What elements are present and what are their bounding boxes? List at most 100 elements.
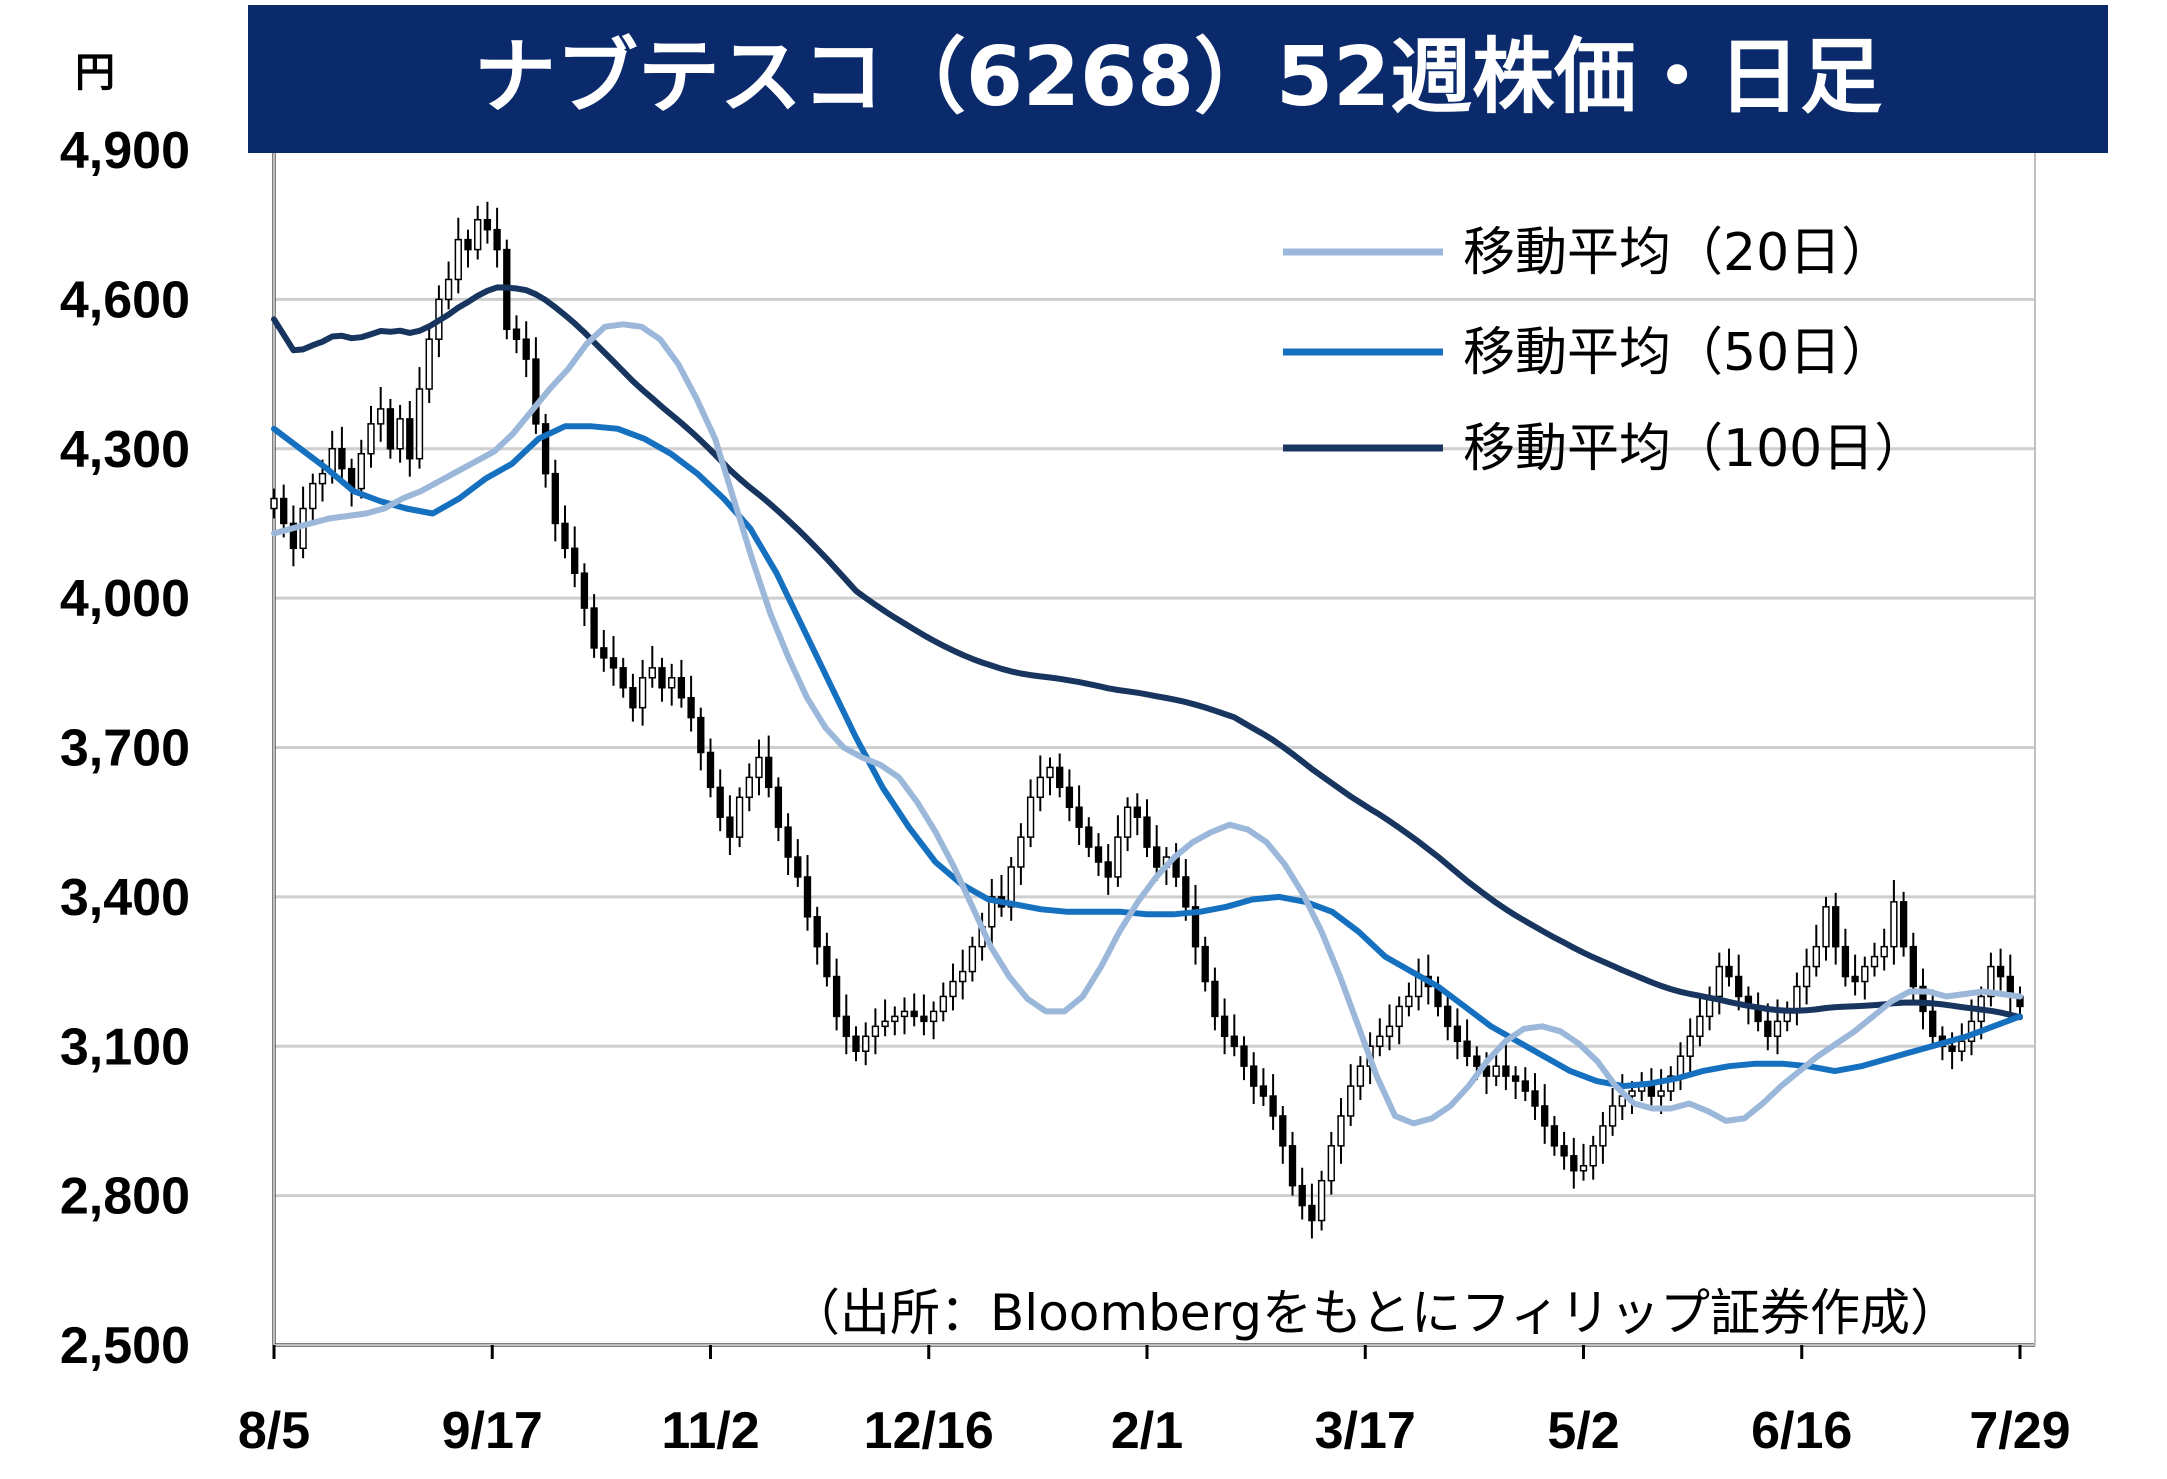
candle-body (1832, 906, 1840, 948)
candle-body (697, 716, 705, 754)
candle-body (1667, 1075, 1675, 1092)
candle-body (1851, 975, 1859, 983)
y-tick-labels: 2,500 2,800 3,100 3,400 3,700 4,000 4,300 4,600… (60, 122, 190, 1375)
candle-body (1841, 945, 1850, 978)
candle-body (1075, 806, 1083, 828)
candle-body (377, 408, 385, 425)
candle-body (1802, 965, 1811, 988)
candle-body (1444, 1005, 1452, 1028)
candle-body (1036, 776, 1044, 799)
candlesticks (270, 201, 2024, 1239)
candle-body (842, 1015, 850, 1038)
candle-body (852, 1035, 860, 1052)
candle-body (580, 572, 589, 609)
candle-body (609, 657, 618, 669)
candle-body (765, 756, 773, 789)
candle-body (357, 452, 365, 490)
candle-body (949, 980, 957, 998)
candle-body (823, 945, 831, 978)
candle-body (1279, 1115, 1287, 1147)
y-tick-label: 3,400 (60, 869, 190, 927)
candle-body (871, 1025, 880, 1038)
candle-body (464, 238, 472, 251)
candle-body (1405, 995, 1413, 1008)
candle-body (1473, 1055, 1481, 1067)
candle-body (406, 418, 414, 460)
candle-body (454, 238, 462, 281)
candle-body (1094, 846, 1103, 863)
candle-body (1531, 1090, 1539, 1107)
candle-body (1114, 836, 1122, 878)
candle-body (1676, 1055, 1685, 1077)
candle-body (862, 1035, 870, 1052)
x-tick-label: 9/17 (442, 1402, 543, 1460)
candle-body (1065, 786, 1074, 808)
y-tick-label: 4,600 (60, 271, 190, 329)
candle-body (1899, 901, 1908, 948)
candle-body (1230, 1035, 1238, 1047)
candle-body (881, 1020, 889, 1028)
candle-body (920, 1015, 928, 1023)
candle-body (755, 756, 763, 779)
candle-body (1589, 1145, 1597, 1167)
candle-body (784, 826, 792, 858)
candle-body (1861, 965, 1869, 983)
y-axis-unit-label: 円 (75, 51, 115, 95)
candle-body (745, 776, 753, 799)
candle-body (1123, 806, 1132, 838)
candle-body (1773, 1020, 1782, 1038)
candle-body (1541, 1105, 1549, 1127)
candle-body (1356, 1065, 1365, 1087)
source-note: （出所：Bloombergをもとにフィリップ証券作成） (790, 1284, 1960, 1342)
candle-body (1308, 1204, 1316, 1222)
candle-body (1395, 1005, 1403, 1028)
candle-body (1909, 945, 1917, 988)
candle-body (571, 547, 579, 574)
candle-body (1453, 1025, 1462, 1043)
candle-body (367, 423, 375, 455)
candle-body (1007, 866, 1015, 908)
candle-body (318, 472, 327, 485)
candle-body (1191, 906, 1200, 948)
candle-body (1250, 1065, 1258, 1087)
y-tick-label: 3,100 (60, 1018, 190, 1076)
legend-label-ma50: 移動平均（50日） (1463, 323, 1893, 383)
candle-body (1211, 980, 1219, 1018)
candle-body (629, 687, 637, 709)
candle-body (1511, 1075, 1520, 1082)
x-tick-label: 3/17 (1315, 1402, 1416, 1460)
candle-body (1987, 965, 1995, 998)
candle-body (1579, 1165, 1588, 1172)
candle-body (1764, 1020, 1772, 1038)
candle-body (1259, 1085, 1268, 1097)
candle-body (280, 497, 288, 525)
candle-body (1715, 965, 1723, 998)
legend-label-ma100: 移動平均（100日） (1463, 419, 1926, 479)
y-tick-label: 4,000 (60, 570, 190, 628)
candle-body (1385, 1025, 1394, 1038)
candle-body (1220, 1015, 1229, 1038)
ma50-line (271, 423, 2023, 1090)
candle-body (289, 522, 298, 550)
candle-body (1890, 901, 1898, 948)
candle-body (716, 786, 724, 818)
x-tick-labels: 8/5 9/17 11/2 12/16 2/1 3/17 5/2 6/16 7/29 (238, 1345, 2071, 1460)
candle-body (1919, 985, 1927, 1013)
candle-body (910, 1010, 918, 1018)
candle-body (1201, 945, 1209, 983)
candle-body (1017, 836, 1025, 868)
candle-body (551, 472, 559, 525)
candle-body (415, 388, 424, 460)
x-tick-label: 6/16 (1751, 1402, 1852, 1460)
candle-body (1822, 906, 1830, 948)
candle-body (1696, 1015, 1704, 1038)
candle-body (1269, 1095, 1277, 1117)
chart-title: ナブテスコ（6268）52週株価・日足 (474, 30, 1882, 125)
candle-body (1570, 1155, 1578, 1172)
candle-body (1327, 1145, 1335, 1182)
candle-body (1026, 796, 1035, 838)
candle-body (891, 1015, 899, 1023)
candle-body (1948, 1045, 1956, 1052)
